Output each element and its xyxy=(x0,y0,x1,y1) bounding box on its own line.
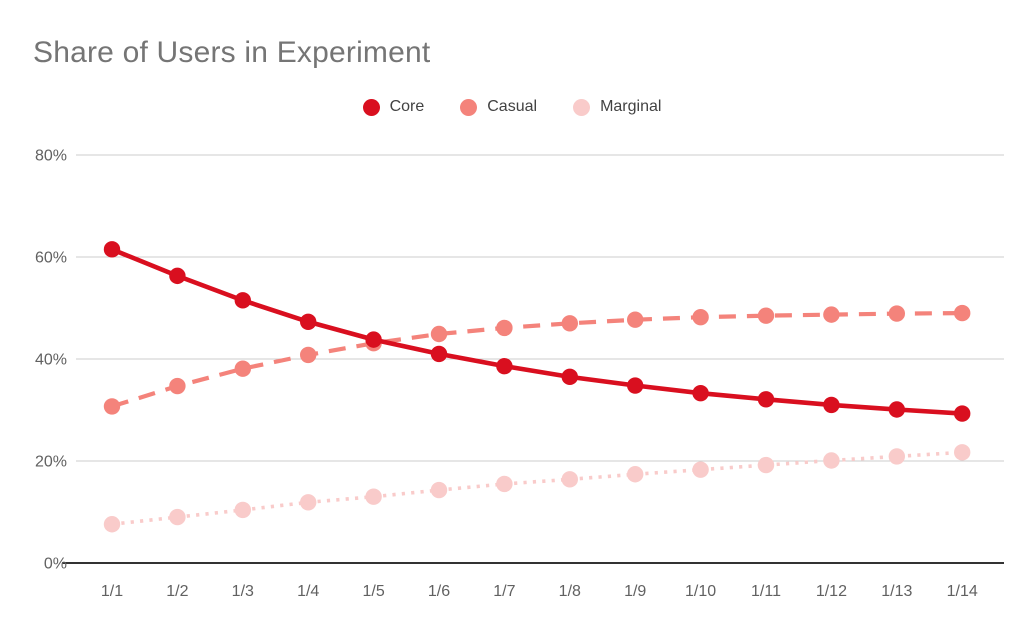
core-marker xyxy=(954,405,971,422)
marginal-marker xyxy=(757,456,775,474)
x-tick-label: 1/13 xyxy=(881,583,912,600)
marginal-marker xyxy=(692,461,709,478)
casual-marker xyxy=(496,319,513,337)
marginal-marker xyxy=(888,448,905,465)
core-marker xyxy=(169,267,186,285)
marginal-marker xyxy=(496,475,513,493)
y-tick-label: 80% xyxy=(35,148,67,165)
x-tick-label: 1/2 xyxy=(166,583,188,600)
core-marker xyxy=(496,357,513,375)
casual-marker xyxy=(627,311,644,328)
x-tick-label: 1/3 xyxy=(232,583,254,600)
core-marker xyxy=(234,292,251,309)
casual-marker xyxy=(430,325,448,343)
marginal-marker xyxy=(169,508,186,526)
marginal-marker xyxy=(430,481,448,499)
core-marker xyxy=(757,391,775,408)
y-tick-label: 20% xyxy=(35,454,67,471)
x-tick-label: 1/6 xyxy=(428,583,450,600)
legend-item-marginal: Marginal xyxy=(573,98,661,116)
casual-marker xyxy=(888,305,905,322)
marginal-marker xyxy=(103,516,121,533)
legend-label-core: Core xyxy=(389,98,425,115)
core-line xyxy=(111,247,963,416)
casual-marker xyxy=(300,346,317,364)
casual-marker xyxy=(103,398,121,415)
casual-marker xyxy=(561,315,578,332)
core-marker xyxy=(430,345,448,363)
core-marker xyxy=(627,377,644,394)
casual-marker xyxy=(692,308,709,326)
legend-label-marginal: Marginal xyxy=(600,98,662,115)
legend-label-casual: Casual xyxy=(487,98,538,115)
marginal-marker xyxy=(954,444,971,461)
core-marker xyxy=(561,368,578,386)
core-marker xyxy=(103,241,121,258)
core-marker xyxy=(692,384,709,402)
marginal-marker xyxy=(823,452,840,469)
legend-swatch-marginal-icon xyxy=(573,98,591,116)
y-tick-label: 0% xyxy=(44,556,67,573)
y-tick-label: 40% xyxy=(35,352,67,369)
core-marker xyxy=(823,396,840,414)
x-tick-label: 1/7 xyxy=(493,583,515,600)
legend-swatch-core-icon xyxy=(362,98,380,116)
core-marker xyxy=(888,401,905,418)
marginal-marker xyxy=(627,466,644,483)
marginal-marker xyxy=(561,471,578,488)
casual-marker xyxy=(823,306,840,323)
casual-marker xyxy=(954,304,971,322)
casual-marker xyxy=(234,360,251,377)
x-tick-label: 1/11 xyxy=(751,583,781,600)
casual-line xyxy=(111,311,963,409)
legend: Core Casual Marginal xyxy=(0,98,1024,116)
core-marker xyxy=(365,331,382,348)
x-tick-label: 1/8 xyxy=(559,583,581,600)
x-tick-label: 1/9 xyxy=(624,583,646,600)
core-marker xyxy=(300,313,317,330)
x-tick-label: 1/12 xyxy=(816,583,847,600)
marginal-line xyxy=(111,450,963,527)
legend-item-core: Core xyxy=(362,98,425,116)
x-tick-label: 1/1 xyxy=(101,583,123,600)
chart-title: Share of Users in Experiment xyxy=(33,36,431,69)
x-tick-label: 1/4 xyxy=(297,583,319,600)
marginal-marker xyxy=(234,501,251,519)
legend-swatch-casual-icon xyxy=(460,98,478,116)
y-tick-label: 60% xyxy=(35,250,67,267)
casual-marker xyxy=(757,307,775,324)
marginal-marker xyxy=(365,488,382,505)
x-tick-label: 1/5 xyxy=(362,583,384,600)
marginal-marker xyxy=(300,494,317,511)
x-tick-label: 1/14 xyxy=(947,583,978,600)
x-tick-label: 1/10 xyxy=(685,583,716,600)
legend-item-casual: Casual xyxy=(460,98,537,116)
casual-marker xyxy=(169,377,186,395)
